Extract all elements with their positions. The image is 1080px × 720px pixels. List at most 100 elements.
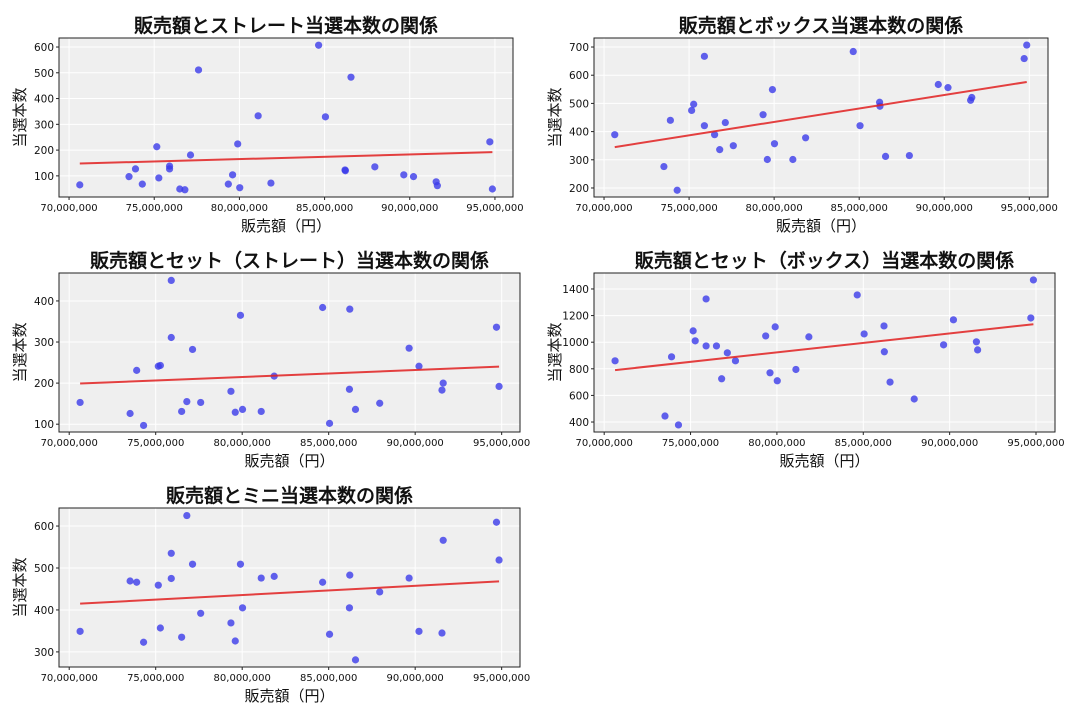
data-point bbox=[716, 146, 724, 154]
data-point bbox=[660, 162, 668, 171]
data-point bbox=[439, 379, 447, 387]
plot-area bbox=[594, 273, 1055, 432]
data-point bbox=[409, 173, 418, 181]
data-point bbox=[718, 375, 726, 383]
data-point bbox=[968, 93, 976, 102]
trend-line bbox=[80, 580, 500, 605]
chart-title: 販売額とミニ当選本数の関係 bbox=[166, 484, 413, 507]
data-point bbox=[376, 588, 384, 596]
data-point bbox=[886, 378, 894, 386]
y-tick-label: 300 bbox=[34, 119, 54, 131]
data-point bbox=[351, 656, 360, 664]
data-point bbox=[224, 180, 232, 188]
x-tick-label: 70,000,000 bbox=[40, 203, 97, 214]
x-tick-label: 80,000,000 bbox=[746, 203, 803, 214]
x-tick-label: 80,000,000 bbox=[214, 438, 271, 449]
data-point bbox=[238, 604, 247, 612]
data-point bbox=[768, 85, 777, 94]
data-point bbox=[270, 572, 278, 580]
data-point bbox=[661, 412, 669, 420]
x-tick-label: 75,000,000 bbox=[662, 438, 719, 449]
data-point bbox=[257, 574, 265, 582]
data-point bbox=[690, 100, 698, 108]
data-point bbox=[154, 581, 162, 589]
data-point bbox=[126, 577, 134, 585]
axes-frame bbox=[593, 37, 1049, 198]
data-point bbox=[849, 47, 857, 56]
subplot-2: 70,000,000 75,000,000 80,000,000 85,000,000… bbox=[546, 14, 1058, 235]
subplot-5: 70,000,000 75,000,000 80,000,000 85,000,000… bbox=[11, 484, 530, 705]
data-point bbox=[974, 346, 982, 354]
data-point bbox=[167, 549, 175, 557]
y-axis-label: 当選本数 bbox=[546, 87, 564, 147]
y-tick-label: 100 bbox=[34, 419, 54, 431]
data-point bbox=[346, 571, 354, 579]
data-point bbox=[488, 185, 496, 193]
data-point bbox=[415, 362, 423, 370]
data-point bbox=[934, 80, 942, 89]
x-tick-label: 85,000,000 bbox=[296, 203, 353, 214]
data-point bbox=[771, 323, 779, 331]
data-point bbox=[433, 182, 441, 190]
y-tick-label: 300 bbox=[569, 155, 589, 167]
data-point bbox=[126, 409, 134, 418]
x-axis-label: 販売額（円） bbox=[244, 687, 334, 705]
chart-title: 販売額とセット（ストレート）当選本数の関係 bbox=[90, 249, 489, 272]
data-point bbox=[805, 333, 813, 341]
data-point bbox=[673, 186, 681, 194]
data-point bbox=[131, 165, 140, 173]
data-point bbox=[236, 560, 245, 568]
data-point bbox=[341, 167, 349, 175]
data-point bbox=[371, 163, 379, 171]
axes-frame bbox=[58, 37, 514, 198]
x-tick-label: 90,000,000 bbox=[387, 673, 444, 684]
data-point bbox=[254, 112, 262, 120]
x-tick-label: 70,000,000 bbox=[41, 673, 98, 684]
data-point bbox=[495, 556, 503, 564]
y-tick-label: 300 bbox=[34, 647, 54, 659]
data-point bbox=[689, 327, 697, 335]
trend-line bbox=[614, 80, 1027, 149]
data-point bbox=[729, 142, 737, 150]
y-tick-label: 600 bbox=[34, 521, 54, 533]
data-point bbox=[400, 171, 408, 179]
x-tick-label: 95,000,000 bbox=[1007, 438, 1064, 449]
data-point bbox=[492, 518, 501, 526]
data-point bbox=[133, 366, 141, 374]
data-point bbox=[880, 322, 888, 330]
chart-title: 販売額とストレート当選本数の関係 bbox=[134, 14, 438, 37]
data-point bbox=[773, 377, 781, 385]
data-point bbox=[688, 106, 696, 115]
data-point bbox=[495, 382, 503, 390]
data-point bbox=[178, 633, 186, 641]
data-point bbox=[76, 627, 84, 635]
data-point bbox=[944, 84, 952, 92]
data-point bbox=[125, 173, 133, 181]
y-tick-label: 200 bbox=[34, 145, 54, 157]
trend-line bbox=[79, 151, 493, 165]
subplot-1: 70,000,000 75,000,000 80,000,000 85,000,000… bbox=[11, 14, 524, 235]
y-tick-label: 500 bbox=[569, 98, 589, 110]
data-point bbox=[1029, 276, 1038, 284]
y-tick-label: 400 bbox=[34, 94, 54, 106]
data-point bbox=[674, 421, 683, 429]
data-point bbox=[438, 629, 446, 637]
data-point bbox=[197, 609, 205, 617]
data-point bbox=[691, 337, 699, 345]
data-point bbox=[267, 179, 275, 187]
x-tick-label: 70,000,000 bbox=[575, 203, 632, 214]
x-tick-label: 85,000,000 bbox=[300, 438, 357, 449]
data-point bbox=[139, 638, 148, 646]
data-point bbox=[762, 332, 770, 340]
data-point bbox=[319, 303, 327, 312]
data-point bbox=[325, 630, 334, 638]
data-point bbox=[321, 113, 330, 121]
y-tick-label: 600 bbox=[569, 70, 589, 82]
data-point bbox=[234, 140, 242, 148]
data-point bbox=[405, 344, 413, 352]
data-point bbox=[236, 311, 245, 319]
data-point bbox=[376, 399, 384, 407]
plot-area bbox=[59, 38, 513, 197]
data-point bbox=[346, 305, 354, 313]
plot-area bbox=[594, 38, 1048, 197]
